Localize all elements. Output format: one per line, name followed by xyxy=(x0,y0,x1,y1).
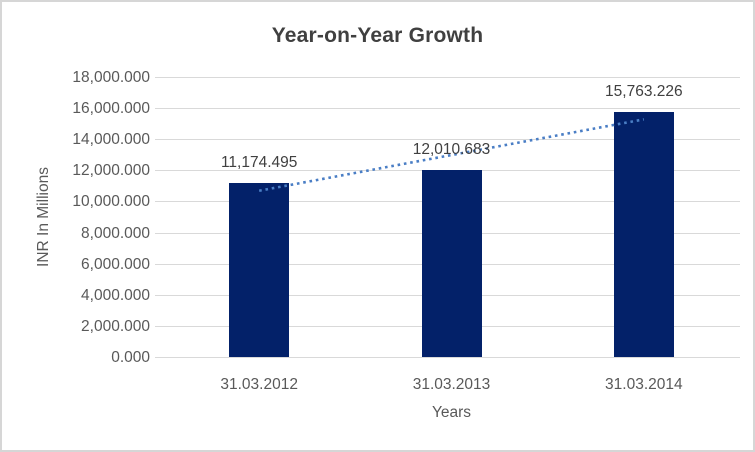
y-axis-tick-label: 6,000.000 xyxy=(81,255,150,273)
y-axis-tick-label: 4,000.000 xyxy=(81,286,150,304)
bar-data-label: 12,010.683 xyxy=(412,141,491,159)
y-axis-tick-label: 8,000.000 xyxy=(81,224,150,242)
bar-data-label: 11,174.495 xyxy=(220,154,298,172)
y-axis-tick xyxy=(155,170,163,171)
y-axis-tick xyxy=(155,108,163,109)
bar xyxy=(229,183,290,357)
y-axis-tick xyxy=(155,295,163,296)
y-axis-tick-label: 18,000.000 xyxy=(72,68,150,86)
x-axis-line xyxy=(163,357,740,358)
y-axis-tick xyxy=(155,233,163,234)
y-axis-tick xyxy=(155,201,163,202)
y-axis-tick xyxy=(155,357,163,358)
x-axis-category-label: 31.03.2014 xyxy=(605,376,683,393)
y-axis-tick xyxy=(155,326,163,327)
x-axis-title: Years xyxy=(431,404,472,421)
y-axis-tick-label: 12,000.000 xyxy=(72,161,150,179)
y-axis-tick xyxy=(155,77,163,78)
y-axis-tick-label: 0.000 xyxy=(111,348,150,366)
y-axis-tick xyxy=(155,139,163,140)
gridline xyxy=(163,77,740,78)
y-axis-tick-label: 10,000.000 xyxy=(72,192,150,210)
x-axis-category-label: 31.03.2013 xyxy=(412,376,491,393)
x-axis-category-label: 31.03.2012 xyxy=(220,376,298,393)
y-axis-tick-label: 16,000.000 xyxy=(72,99,150,117)
chart-title: Year-on-Year Growth xyxy=(271,24,484,47)
gridline xyxy=(163,108,740,109)
y-axis-tick-label: 14,000.000 xyxy=(72,130,150,148)
bar xyxy=(421,170,482,357)
y-axis-title: INR In Millions xyxy=(35,167,52,267)
y-axis-tick-label: 2,000.000 xyxy=(81,317,150,335)
bar-data-label: 15,763.226 xyxy=(605,82,683,100)
y-axis-tick xyxy=(155,264,163,265)
bar xyxy=(613,111,674,357)
